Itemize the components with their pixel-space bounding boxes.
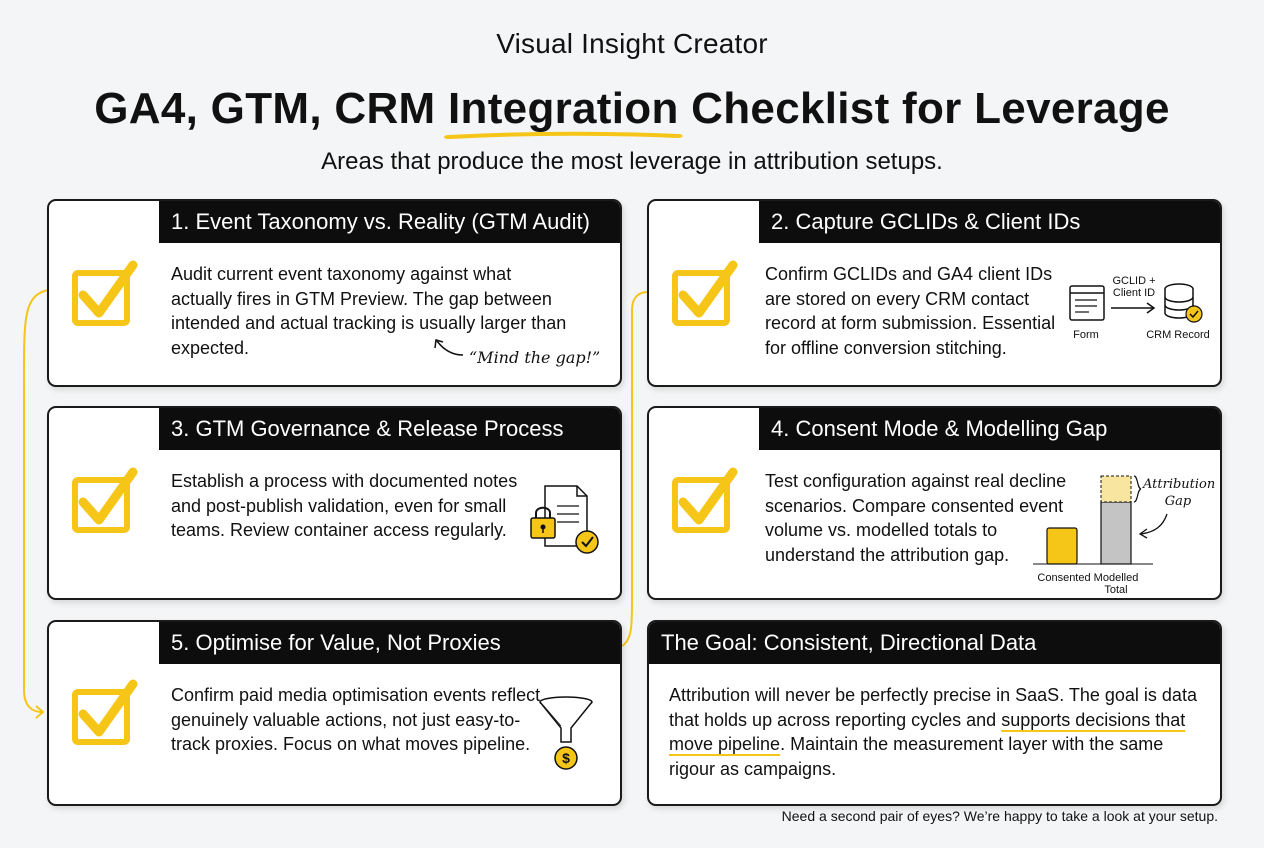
card-body-text: Confirm GCLIDs and GA4 client IDs are st… [765,264,1056,358]
card-body-text: Attribution will never be perfectly prec… [669,683,1209,781]
title-part-1: GA4, GTM, CRM [94,84,449,133]
title-part-2: Checklist for Leverage [678,84,1170,133]
checkmark-icon [72,679,138,745]
crm-record-label: CRM Record [1146,329,1210,341]
funnel-dollar-icon: $ [539,696,593,770]
card-capture-gclids: 2. Capture GCLIDs & Client IDs Confirm G… [647,199,1222,387]
page-title: GA4, GTM, CRM Integration Checklist for … [0,84,1264,139]
locked-document-icon [530,485,599,554]
goal-text-part-2: . Maintain the measurement layer with th… [669,734,1164,779]
card-gtm-governance: 3. GTM Governance & Release Process Esta… [47,406,622,600]
checkmark-icon [72,467,138,533]
card-optimise-value: 5. Optimise for Value, Not Proxies Confi… [47,620,622,806]
card-heading: 5. Optimise for Value, Not Proxies [159,622,620,664]
card-the-goal: The Goal: Consistent, Directional Data A… [647,620,1222,806]
goal-text-part-1: Attribution will never be perfectly prec… [669,685,1197,730]
title-highlight: Integration [444,84,683,139]
card-body-text: Audit current event taxonomy against wha… [171,264,567,358]
svg-text:$: $ [562,750,570,766]
checkmark-icon [672,260,738,326]
gclid-arrow-label: GCLID + Client ID [1112,275,1156,299]
card-heading: 1. Event Taxonomy vs. Reality (GTM Audit… [159,201,620,243]
underline-stroke [444,131,683,139]
brand-name: Visual Insight Creator [496,28,768,59]
card-body-text: Test configuration against real decline … [765,471,1067,565]
footer-cta: Need a second pair of eyes? We’re happy … [781,808,1218,824]
handwritten-note: “Mind the gap!” [469,348,601,367]
modelled-total-label: Modelled Total [1093,572,1139,596]
card-heading: The Goal: Consistent, Directional Data [649,622,1220,664]
card-body-text: Establish a process with documented note… [171,471,518,540]
card-consent-mode: 4. Consent Mode & Modelling Gap Test con… [647,406,1222,600]
card-heading: 4. Consent Mode & Modelling Gap [759,408,1220,450]
card-heading: 3. GTM Governance & Release Process [159,408,620,450]
attribution-gap-label: Attribution Gap [1143,477,1216,509]
consented-label: Consented [1037,572,1091,584]
form-label: Form [1073,329,1099,341]
page-subtitle: Areas that produce the most leverage in … [321,148,943,175]
gap-arrow-icon [1138,513,1168,539]
crm-database-icon [1164,283,1203,323]
checkmark-icon [72,260,138,326]
checkmark-icon [672,467,738,533]
card-body-text: Confirm paid media optimisation events r… [171,685,541,754]
card-heading: 2. Capture GCLIDs & Client IDs [759,201,1220,243]
curved-arrow-icon [434,339,464,356]
attribution-gap-chart [1033,475,1153,565]
card-event-taxonomy: 1. Event Taxonomy vs. Reality (GTM Audit… [47,199,622,387]
goal-highlight: supports decisions that move pipeline [669,709,1186,755]
arrow-icon [1111,302,1156,314]
form-icon [1069,285,1105,321]
title-highlight-text: Integration [448,84,679,133]
